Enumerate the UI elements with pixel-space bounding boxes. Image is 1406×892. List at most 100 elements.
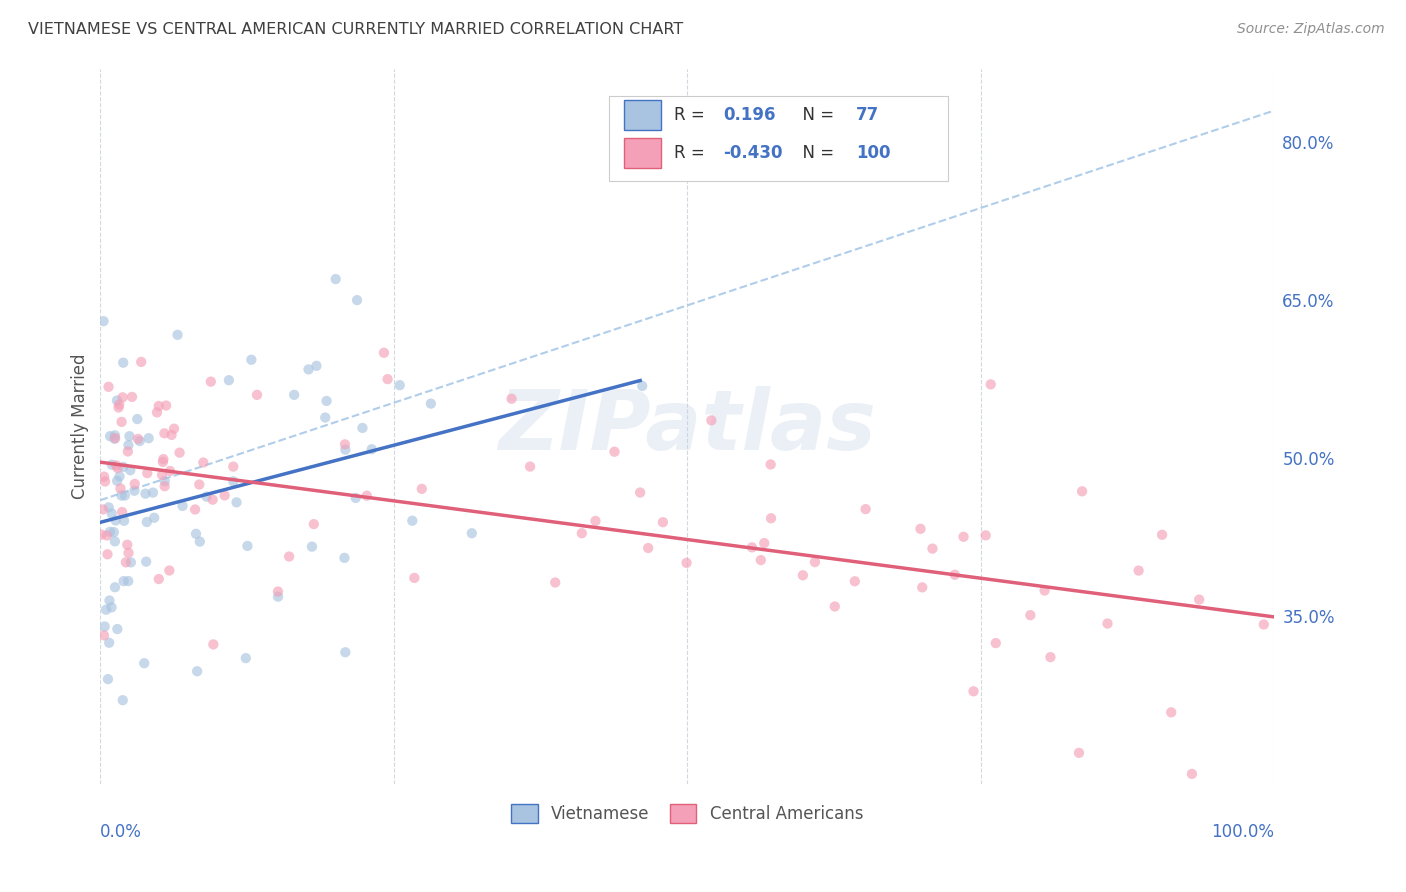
Point bbox=[186, 665, 208, 679]
Point bbox=[91, 502, 114, 516]
Point bbox=[193, 456, 215, 470]
Point bbox=[117, 574, 139, 588]
Point bbox=[169, 445, 191, 459]
Point bbox=[107, 401, 129, 415]
Point bbox=[1039, 650, 1062, 665]
Point bbox=[1181, 767, 1204, 781]
Point bbox=[110, 482, 132, 496]
Point bbox=[100, 600, 122, 615]
Legend: Vietnamese, Central Americans: Vietnamese, Central Americans bbox=[505, 797, 870, 830]
Point bbox=[195, 490, 218, 504]
Point bbox=[143, 510, 166, 524]
Point bbox=[127, 412, 149, 426]
Point bbox=[98, 636, 121, 650]
Point bbox=[388, 378, 411, 392]
Point bbox=[112, 574, 135, 588]
Point bbox=[631, 379, 654, 393]
Point bbox=[984, 636, 1007, 650]
Point bbox=[401, 514, 423, 528]
Point bbox=[571, 526, 593, 541]
Point bbox=[297, 362, 319, 376]
Point bbox=[159, 464, 181, 478]
Point bbox=[153, 479, 176, 493]
Point bbox=[93, 314, 115, 328]
Point bbox=[129, 355, 152, 369]
Point bbox=[105, 393, 128, 408]
Point bbox=[700, 413, 723, 427]
Point bbox=[94, 475, 117, 489]
Point bbox=[1253, 617, 1275, 632]
Point bbox=[184, 526, 207, 541]
Point bbox=[103, 525, 125, 540]
Point bbox=[759, 511, 782, 525]
Point bbox=[1152, 528, 1174, 542]
Point bbox=[105, 458, 128, 473]
Point bbox=[111, 693, 134, 707]
Point bbox=[98, 593, 121, 607]
Point bbox=[112, 514, 135, 528]
Text: N =: N = bbox=[792, 144, 834, 162]
Point bbox=[305, 359, 328, 373]
Point bbox=[754, 536, 776, 550]
Point bbox=[240, 352, 263, 367]
Point bbox=[111, 390, 134, 404]
Point bbox=[117, 438, 139, 452]
Point bbox=[910, 522, 932, 536]
Point bbox=[325, 272, 347, 286]
FancyBboxPatch shape bbox=[624, 100, 661, 130]
Point bbox=[142, 485, 165, 500]
Point bbox=[360, 442, 382, 457]
Point bbox=[120, 555, 142, 569]
Point bbox=[94, 603, 117, 617]
Text: 0.0%: 0.0% bbox=[100, 823, 142, 841]
Point bbox=[344, 491, 367, 505]
Point bbox=[200, 375, 222, 389]
Point bbox=[97, 672, 120, 686]
Point bbox=[114, 488, 136, 502]
Point bbox=[112, 460, 135, 475]
Point bbox=[117, 546, 139, 560]
Point bbox=[107, 461, 129, 475]
Point bbox=[404, 571, 426, 585]
Text: 100.0%: 100.0% bbox=[1211, 823, 1274, 841]
Point bbox=[333, 437, 356, 451]
Point bbox=[202, 637, 225, 651]
Point bbox=[166, 327, 188, 342]
Point bbox=[943, 567, 966, 582]
Point bbox=[124, 476, 146, 491]
Point bbox=[804, 555, 827, 569]
Point bbox=[356, 489, 378, 503]
Point bbox=[333, 550, 356, 565]
Point bbox=[544, 575, 567, 590]
Point bbox=[105, 474, 128, 488]
Point bbox=[346, 293, 368, 307]
Y-axis label: Currently Married: Currently Married bbox=[72, 354, 89, 500]
Point bbox=[90, 527, 112, 541]
Point bbox=[283, 388, 305, 402]
Point bbox=[962, 684, 984, 698]
Text: N =: N = bbox=[792, 106, 844, 124]
Text: VIETNAMESE VS CENTRAL AMERICAN CURRENTLY MARRIED CORRELATION CHART: VIETNAMESE VS CENTRAL AMERICAN CURRENTLY… bbox=[28, 22, 683, 37]
Point bbox=[124, 483, 146, 498]
Point bbox=[315, 393, 337, 408]
Point bbox=[112, 356, 135, 370]
Point bbox=[136, 466, 159, 480]
Text: 0.196: 0.196 bbox=[724, 106, 776, 124]
Point bbox=[225, 495, 247, 509]
Point bbox=[267, 590, 290, 604]
Point bbox=[1097, 616, 1119, 631]
Point bbox=[163, 422, 186, 436]
Point bbox=[1160, 706, 1182, 720]
Text: Source: ZipAtlas.com: Source: ZipAtlas.com bbox=[1237, 22, 1385, 37]
Point bbox=[105, 622, 128, 636]
Point bbox=[373, 345, 395, 359]
Point bbox=[97, 500, 120, 515]
Point bbox=[97, 380, 120, 394]
Point bbox=[104, 514, 127, 528]
Point bbox=[855, 502, 877, 516]
Point bbox=[222, 475, 245, 489]
Point bbox=[302, 517, 325, 532]
Point bbox=[419, 396, 441, 410]
Point bbox=[519, 459, 541, 474]
Point bbox=[157, 564, 180, 578]
